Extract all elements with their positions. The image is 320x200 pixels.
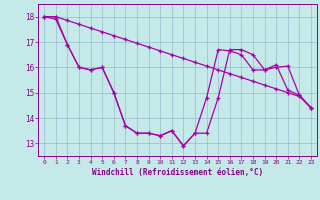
X-axis label: Windchill (Refroidissement éolien,°C): Windchill (Refroidissement éolien,°C)	[92, 168, 263, 177]
